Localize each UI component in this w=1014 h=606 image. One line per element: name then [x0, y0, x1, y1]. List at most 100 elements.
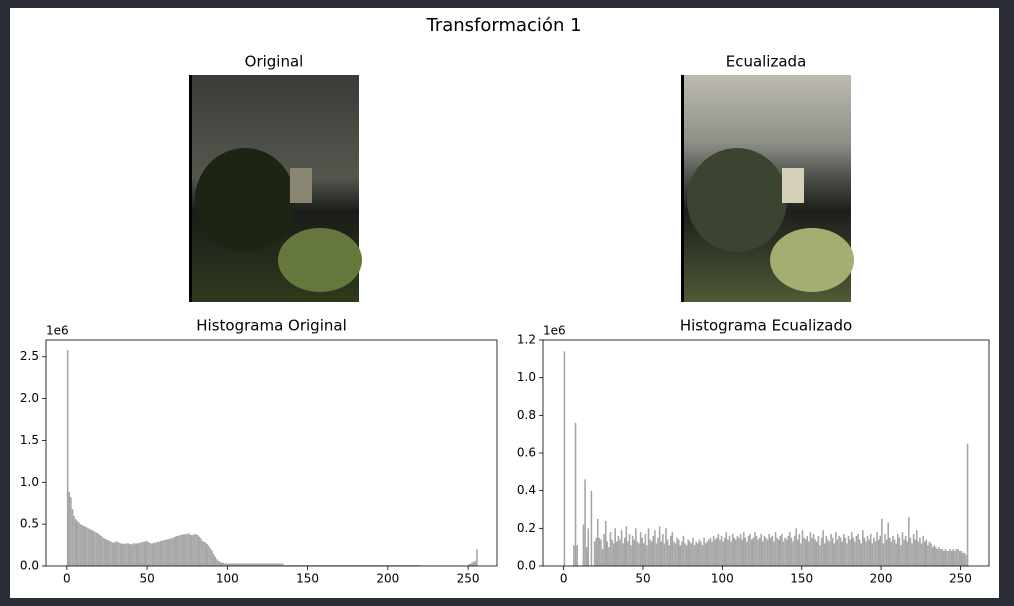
bar: [725, 532, 728, 566]
bar: [896, 533, 899, 566]
bar: [243, 563, 246, 566]
bar: [622, 543, 624, 566]
bar: [915, 530, 918, 566]
bar: [644, 533, 647, 566]
bar: [81, 524, 83, 566]
bar: [665, 528, 667, 566]
bar: [182, 534, 185, 566]
bar: [598, 537, 601, 566]
bar: [741, 539, 743, 566]
bar: [804, 539, 807, 566]
bar: [251, 563, 254, 566]
bar: [156, 541, 159, 566]
bar: [596, 518, 599, 566]
bar: [267, 563, 270, 566]
bar: [601, 549, 604, 566]
bar: [301, 565, 303, 566]
bar: [174, 536, 177, 566]
bar: [635, 528, 637, 566]
bar: [949, 549, 951, 566]
bar: [927, 545, 929, 566]
bar: [846, 543, 848, 566]
bar: [471, 562, 473, 566]
bar: [334, 565, 337, 566]
bar: [795, 528, 797, 566]
bar: [163, 540, 165, 566]
bar: [376, 565, 379, 566]
bar: [923, 541, 926, 566]
bar: [898, 537, 901, 566]
bar: [593, 541, 596, 566]
bar: [892, 535, 894, 566]
bar: [700, 541, 702, 566]
bar: [631, 535, 634, 566]
bar: [259, 563, 262, 566]
bar: [835, 532, 837, 566]
bar: [754, 532, 756, 566]
bar: [391, 565, 393, 566]
bar: [161, 540, 164, 566]
bar: [140, 542, 143, 566]
axes-frame: [45, 339, 498, 567]
bar: [360, 565, 363, 566]
bar: [339, 565, 342, 566]
bar: [858, 539, 861, 566]
bar: [946, 550, 948, 566]
bar: [395, 565, 398, 566]
y-tick-label: 1.2: [517, 333, 536, 347]
y-tick-label: 1.0: [20, 475, 39, 489]
foliage: [278, 228, 362, 292]
bar: [108, 540, 111, 566]
bar: [827, 539, 829, 566]
bar: [127, 543, 130, 566]
bar: [232, 563, 234, 566]
bar: [903, 539, 905, 566]
y-tick-label: 0.2: [517, 521, 536, 535]
bar: [410, 565, 412, 566]
bar: [666, 539, 669, 566]
bar: [879, 535, 882, 566]
bar: [370, 565, 372, 566]
bar: [823, 543, 826, 566]
bar: [155, 542, 157, 566]
x-tick-label: 200: [376, 572, 399, 586]
x-tick-label: 200: [870, 572, 893, 586]
bar: [958, 550, 961, 566]
bar: [76, 520, 79, 566]
bar: [249, 563, 252, 566]
bar: [121, 543, 124, 566]
bar: [820, 537, 823, 566]
bar: [674, 543, 677, 566]
bar: [708, 539, 710, 566]
bar: [603, 533, 605, 566]
image-border: [189, 75, 192, 302]
bar: [847, 535, 850, 566]
bar: [769, 537, 772, 566]
bar: [384, 565, 387, 566]
bar: [100, 535, 103, 566]
bar: [642, 543, 645, 566]
bar: [800, 543, 802, 566]
bar: [184, 534, 186, 566]
bar: [74, 519, 77, 566]
bar: [925, 539, 928, 566]
bar: [919, 537, 921, 566]
bar: [789, 532, 791, 566]
bar: [852, 537, 855, 566]
bar: [587, 528, 590, 566]
bar: [850, 532, 853, 566]
bar: [172, 537, 175, 566]
bar: [884, 533, 886, 566]
bar: [849, 539, 851, 566]
bar: [803, 537, 805, 566]
bar: [638, 543, 640, 566]
bar: [727, 539, 729, 566]
bar: [860, 543, 863, 566]
bar: [275, 563, 278, 566]
bar: [379, 565, 382, 566]
bar: [389, 565, 392, 566]
bar: [192, 535, 194, 566]
bar: [819, 545, 821, 566]
bar: [762, 541, 764, 566]
